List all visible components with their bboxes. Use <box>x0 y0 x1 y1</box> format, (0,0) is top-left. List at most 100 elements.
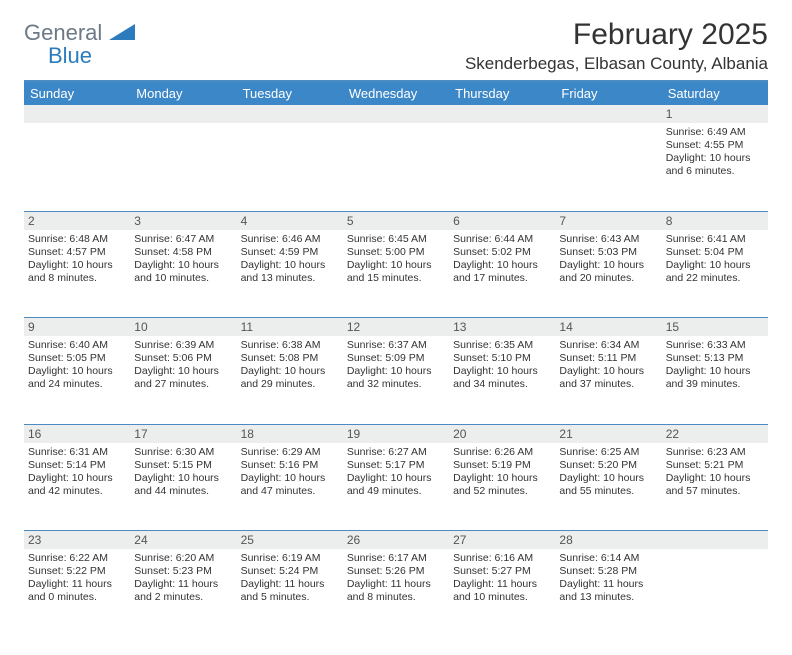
day-cell: Sunrise: 6:20 AMSunset: 5:23 PMDaylight:… <box>130 549 236 637</box>
day-head-mon: Monday <box>130 82 236 105</box>
day-cell: Sunrise: 6:17 AMSunset: 5:26 PMDaylight:… <box>343 549 449 637</box>
day-head-thu: Thursday <box>449 82 555 105</box>
daylight-text: Daylight: 11 hours and 5 minutes. <box>241 578 339 604</box>
day-number: 5 <box>343 211 449 230</box>
sunrise-text: Sunrise: 6:38 AM <box>241 339 339 352</box>
title-block: February 2025 Skenderbegas, Elbasan Coun… <box>465 18 768 74</box>
day-cell: Sunrise: 6:47 AMSunset: 4:58 PMDaylight:… <box>130 230 236 318</box>
daylight-text: Daylight: 10 hours and 10 minutes. <box>134 259 232 285</box>
daynum-row: 2345678 <box>24 211 768 230</box>
sunset-text: Sunset: 5:10 PM <box>453 352 551 365</box>
day-number: 19 <box>343 424 449 443</box>
sunset-text: Sunset: 5:20 PM <box>559 459 657 472</box>
day-number <box>343 105 449 123</box>
sunrise-text: Sunrise: 6:40 AM <box>28 339 126 352</box>
sunset-text: Sunset: 5:24 PM <box>241 565 339 578</box>
day-number: 11 <box>237 318 343 337</box>
day-cell: Sunrise: 6:16 AMSunset: 5:27 PMDaylight:… <box>449 549 555 637</box>
sunrise-text: Sunrise: 6:29 AM <box>241 446 339 459</box>
day-number: 3 <box>130 211 236 230</box>
day-number: 20 <box>449 424 555 443</box>
day-cell: Sunrise: 6:26 AMSunset: 5:19 PMDaylight:… <box>449 443 555 531</box>
week-row: Sunrise: 6:22 AMSunset: 5:22 PMDaylight:… <box>24 549 768 637</box>
day-cell: Sunrise: 6:39 AMSunset: 5:06 PMDaylight:… <box>130 336 236 424</box>
sunset-text: Sunset: 5:23 PM <box>134 565 232 578</box>
daylight-text: Daylight: 10 hours and 55 minutes. <box>559 472 657 498</box>
daylight-text: Daylight: 11 hours and 10 minutes. <box>453 578 551 604</box>
sunrise-text: Sunrise: 6:48 AM <box>28 233 126 246</box>
sunset-text: Sunset: 5:04 PM <box>666 246 764 259</box>
sunrise-text: Sunrise: 6:39 AM <box>134 339 232 352</box>
day-head-tue: Tuesday <box>237 82 343 105</box>
sunset-text: Sunset: 5:06 PM <box>134 352 232 365</box>
day-cell: Sunrise: 6:31 AMSunset: 5:14 PMDaylight:… <box>24 443 130 531</box>
day-cell: Sunrise: 6:19 AMSunset: 5:24 PMDaylight:… <box>237 549 343 637</box>
sunrise-text: Sunrise: 6:23 AM <box>666 446 764 459</box>
sunset-text: Sunset: 4:58 PM <box>134 246 232 259</box>
day-number: 6 <box>449 211 555 230</box>
daylight-text: Daylight: 10 hours and 52 minutes. <box>453 472 551 498</box>
day-cell: Sunrise: 6:46 AMSunset: 4:59 PMDaylight:… <box>237 230 343 318</box>
day-cell: Sunrise: 6:41 AMSunset: 5:04 PMDaylight:… <box>662 230 768 318</box>
sunrise-text: Sunrise: 6:35 AM <box>453 339 551 352</box>
day-number: 1 <box>662 105 768 123</box>
day-number: 21 <box>555 424 661 443</box>
day-number: 26 <box>343 531 449 550</box>
daylight-text: Daylight: 10 hours and 22 minutes. <box>666 259 764 285</box>
sunrise-text: Sunrise: 6:19 AM <box>241 552 339 565</box>
sunrise-text: Sunrise: 6:46 AM <box>241 233 339 246</box>
day-head-sat: Saturday <box>662 82 768 105</box>
day-cell: Sunrise: 6:35 AMSunset: 5:10 PMDaylight:… <box>449 336 555 424</box>
day-cell: Sunrise: 6:49 AMSunset: 4:55 PMDaylight:… <box>662 123 768 211</box>
day-number: 28 <box>555 531 661 550</box>
sunset-text: Sunset: 5:14 PM <box>28 459 126 472</box>
sunset-text: Sunset: 5:26 PM <box>347 565 445 578</box>
sunset-text: Sunset: 5:28 PM <box>559 565 657 578</box>
daylight-text: Daylight: 10 hours and 49 minutes. <box>347 472 445 498</box>
daylight-text: Daylight: 10 hours and 24 minutes. <box>28 365 126 391</box>
day-head-wed: Wednesday <box>343 82 449 105</box>
daylight-text: Daylight: 11 hours and 8 minutes. <box>347 578 445 604</box>
daylight-text: Daylight: 10 hours and 13 minutes. <box>241 259 339 285</box>
sunset-text: Sunset: 5:02 PM <box>453 246 551 259</box>
day-number <box>662 531 768 550</box>
daylight-text: Daylight: 11 hours and 2 minutes. <box>134 578 232 604</box>
day-cell: Sunrise: 6:45 AMSunset: 5:00 PMDaylight:… <box>343 230 449 318</box>
daylight-text: Daylight: 10 hours and 44 minutes. <box>134 472 232 498</box>
day-cell: Sunrise: 6:43 AMSunset: 5:03 PMDaylight:… <box>555 230 661 318</box>
day-number: 27 <box>449 531 555 550</box>
sunrise-text: Sunrise: 6:33 AM <box>666 339 764 352</box>
location-text: Skenderbegas, Elbasan County, Albania <box>465 54 768 74</box>
day-number <box>555 105 661 123</box>
day-number: 7 <box>555 211 661 230</box>
sunrise-text: Sunrise: 6:26 AM <box>453 446 551 459</box>
day-cell <box>343 123 449 211</box>
sunrise-text: Sunrise: 6:30 AM <box>134 446 232 459</box>
day-cell: Sunrise: 6:27 AMSunset: 5:17 PMDaylight:… <box>343 443 449 531</box>
brand-word-1: General <box>24 20 102 45</box>
sunset-text: Sunset: 4:55 PM <box>666 139 764 152</box>
day-number: 18 <box>237 424 343 443</box>
daylight-text: Daylight: 10 hours and 39 minutes. <box>666 365 764 391</box>
sunset-text: Sunset: 4:57 PM <box>28 246 126 259</box>
daynum-row: 1 <box>24 105 768 123</box>
day-number <box>24 105 130 123</box>
daylight-text: Daylight: 10 hours and 27 minutes. <box>134 365 232 391</box>
day-number: 23 <box>24 531 130 550</box>
day-number: 16 <box>24 424 130 443</box>
sunrise-text: Sunrise: 6:43 AM <box>559 233 657 246</box>
daynum-row: 232425262728 <box>24 531 768 550</box>
day-cell <box>237 123 343 211</box>
brand-word-2: Blue <box>48 43 92 68</box>
sunrise-text: Sunrise: 6:27 AM <box>347 446 445 459</box>
sunset-text: Sunset: 5:11 PM <box>559 352 657 365</box>
sunset-text: Sunset: 5:16 PM <box>241 459 339 472</box>
calendar-grid: Sunday Monday Tuesday Wednesday Thursday… <box>24 82 768 637</box>
day-number: 17 <box>130 424 236 443</box>
day-number: 10 <box>130 318 236 337</box>
sunrise-text: Sunrise: 6:37 AM <box>347 339 445 352</box>
sunset-text: Sunset: 5:09 PM <box>347 352 445 365</box>
day-number: 9 <box>24 318 130 337</box>
sunrise-text: Sunrise: 6:45 AM <box>347 233 445 246</box>
sunrise-text: Sunrise: 6:16 AM <box>453 552 551 565</box>
